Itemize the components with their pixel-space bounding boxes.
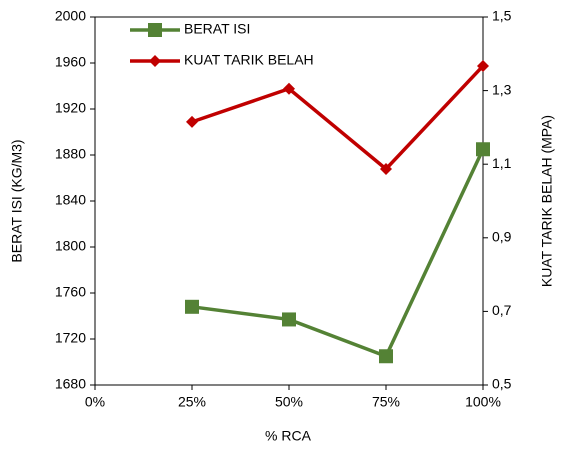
y-tick-label: 1680 (55, 376, 86, 392)
y2-tick-label: 0,9 (492, 229, 512, 245)
legend-marker (148, 23, 162, 37)
y-tick-label: 1840 (55, 192, 86, 208)
series-line (191, 148, 485, 359)
marker (476, 142, 490, 157)
y-tick-label: 2000 (55, 8, 86, 24)
y-tick-label: 1880 (55, 146, 86, 162)
y-tick-label: 1960 (55, 54, 86, 70)
y2-tick-label: 0,7 (492, 302, 512, 318)
x-axis-label: % RCA (265, 428, 312, 444)
series-line (191, 64, 485, 172)
x-tick-label: 100% (465, 394, 501, 410)
marker (282, 312, 296, 327)
y-tick-label: 1720 (55, 330, 86, 346)
marker (283, 82, 295, 95)
marker (380, 162, 392, 175)
y2-tick-label: 1,5 (492, 8, 512, 24)
marker (477, 59, 489, 72)
marker (186, 115, 198, 128)
legend-label: KUAT TARIK BELAH (184, 52, 314, 68)
plot-frame (94, 16, 484, 386)
x-tick-label: 0% (85, 394, 105, 410)
legend-marker (149, 55, 161, 67)
y2-tick-label: 1,1 (492, 155, 512, 171)
y-tick-label: 1920 (55, 100, 86, 116)
y-axis-label: BERAT ISI (KG/M3) (9, 139, 25, 262)
marker (185, 299, 199, 314)
x-tick-label: 25% (178, 394, 206, 410)
marker (379, 349, 393, 364)
y2-tick-label: 1,3 (492, 81, 512, 97)
x-tick-label: 50% (275, 394, 303, 410)
x-tick-label: 75% (372, 394, 400, 410)
legend-label: BERAT ISI (184, 21, 250, 37)
y2-tick-label: 0,5 (492, 376, 512, 392)
y2-axis-label: KUAT TARIK BELAH (MPA) (539, 115, 555, 287)
y-tick-label: 1760 (55, 284, 86, 300)
y-tick-label: 1800 (55, 238, 86, 254)
